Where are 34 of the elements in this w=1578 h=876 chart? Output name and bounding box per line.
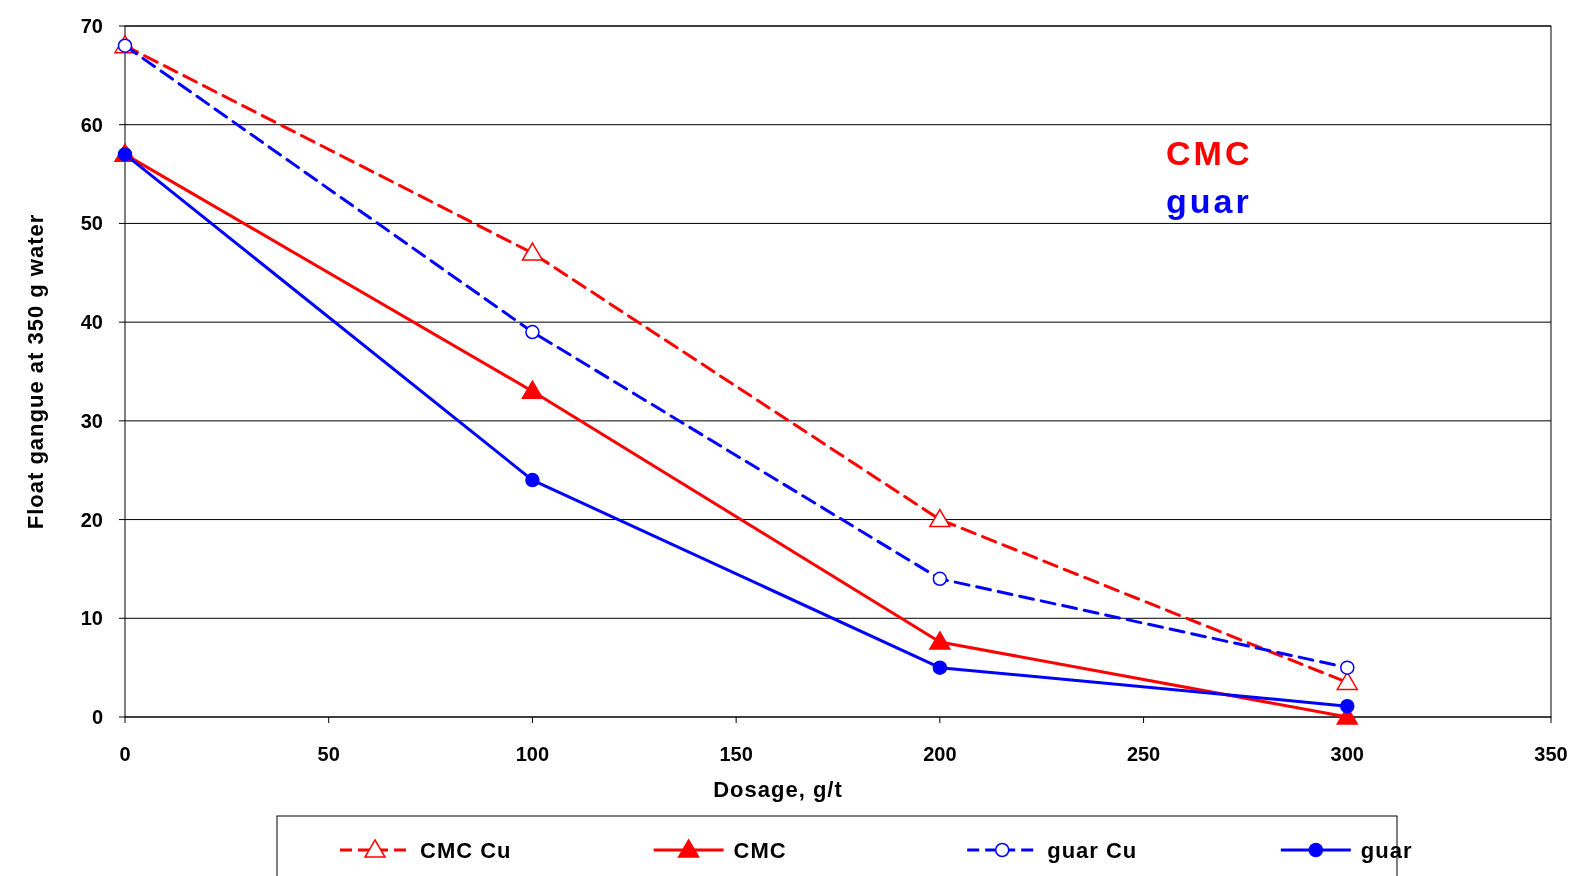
y-tick-label: 70	[80, 15, 103, 37]
x-tick-label: 300	[1330, 743, 1364, 765]
annotation: guar	[1166, 182, 1252, 220]
point	[521, 242, 544, 261]
y-tick-label: 40	[80, 311, 103, 334]
y-tick-label: 10	[80, 607, 103, 630]
legend-label: CMC Cu	[420, 837, 512, 863]
legend-label: CMC	[733, 837, 787, 863]
x-tick-label: 350	[1534, 743, 1568, 765]
x-tick-label: 50	[317, 743, 340, 765]
y-tick-label: 0	[91, 706, 103, 728]
legend-label: guar	[1360, 837, 1413, 863]
y-tick-label: 20	[80, 508, 103, 531]
point	[932, 660, 948, 675]
y-axis-title: Float gangue at 350 g water	[23, 213, 48, 530]
point	[929, 631, 951, 650]
point	[929, 508, 951, 528]
point	[521, 380, 544, 399]
y-tick-label: 60	[80, 113, 103, 136]
point	[525, 472, 540, 488]
y-tick-label: 50	[80, 212, 103, 235]
x-tick-label: 100	[515, 743, 550, 765]
legend-label: guar Cu	[1047, 837, 1138, 863]
point	[932, 571, 948, 587]
point	[525, 324, 540, 340]
x-tick-label: 150	[719, 743, 753, 765]
y-tick-label: 30	[80, 409, 103, 432]
x-tick-label: 250	[1126, 743, 1161, 765]
x-axis-title: Dosage, g/t	[713, 777, 843, 802]
point	[1340, 698, 1355, 714]
x-tick-label: 0	[119, 743, 131, 765]
annotation: CMC	[1166, 134, 1253, 172]
x-tick-label: 200	[923, 743, 957, 765]
point	[1340, 660, 1355, 675]
